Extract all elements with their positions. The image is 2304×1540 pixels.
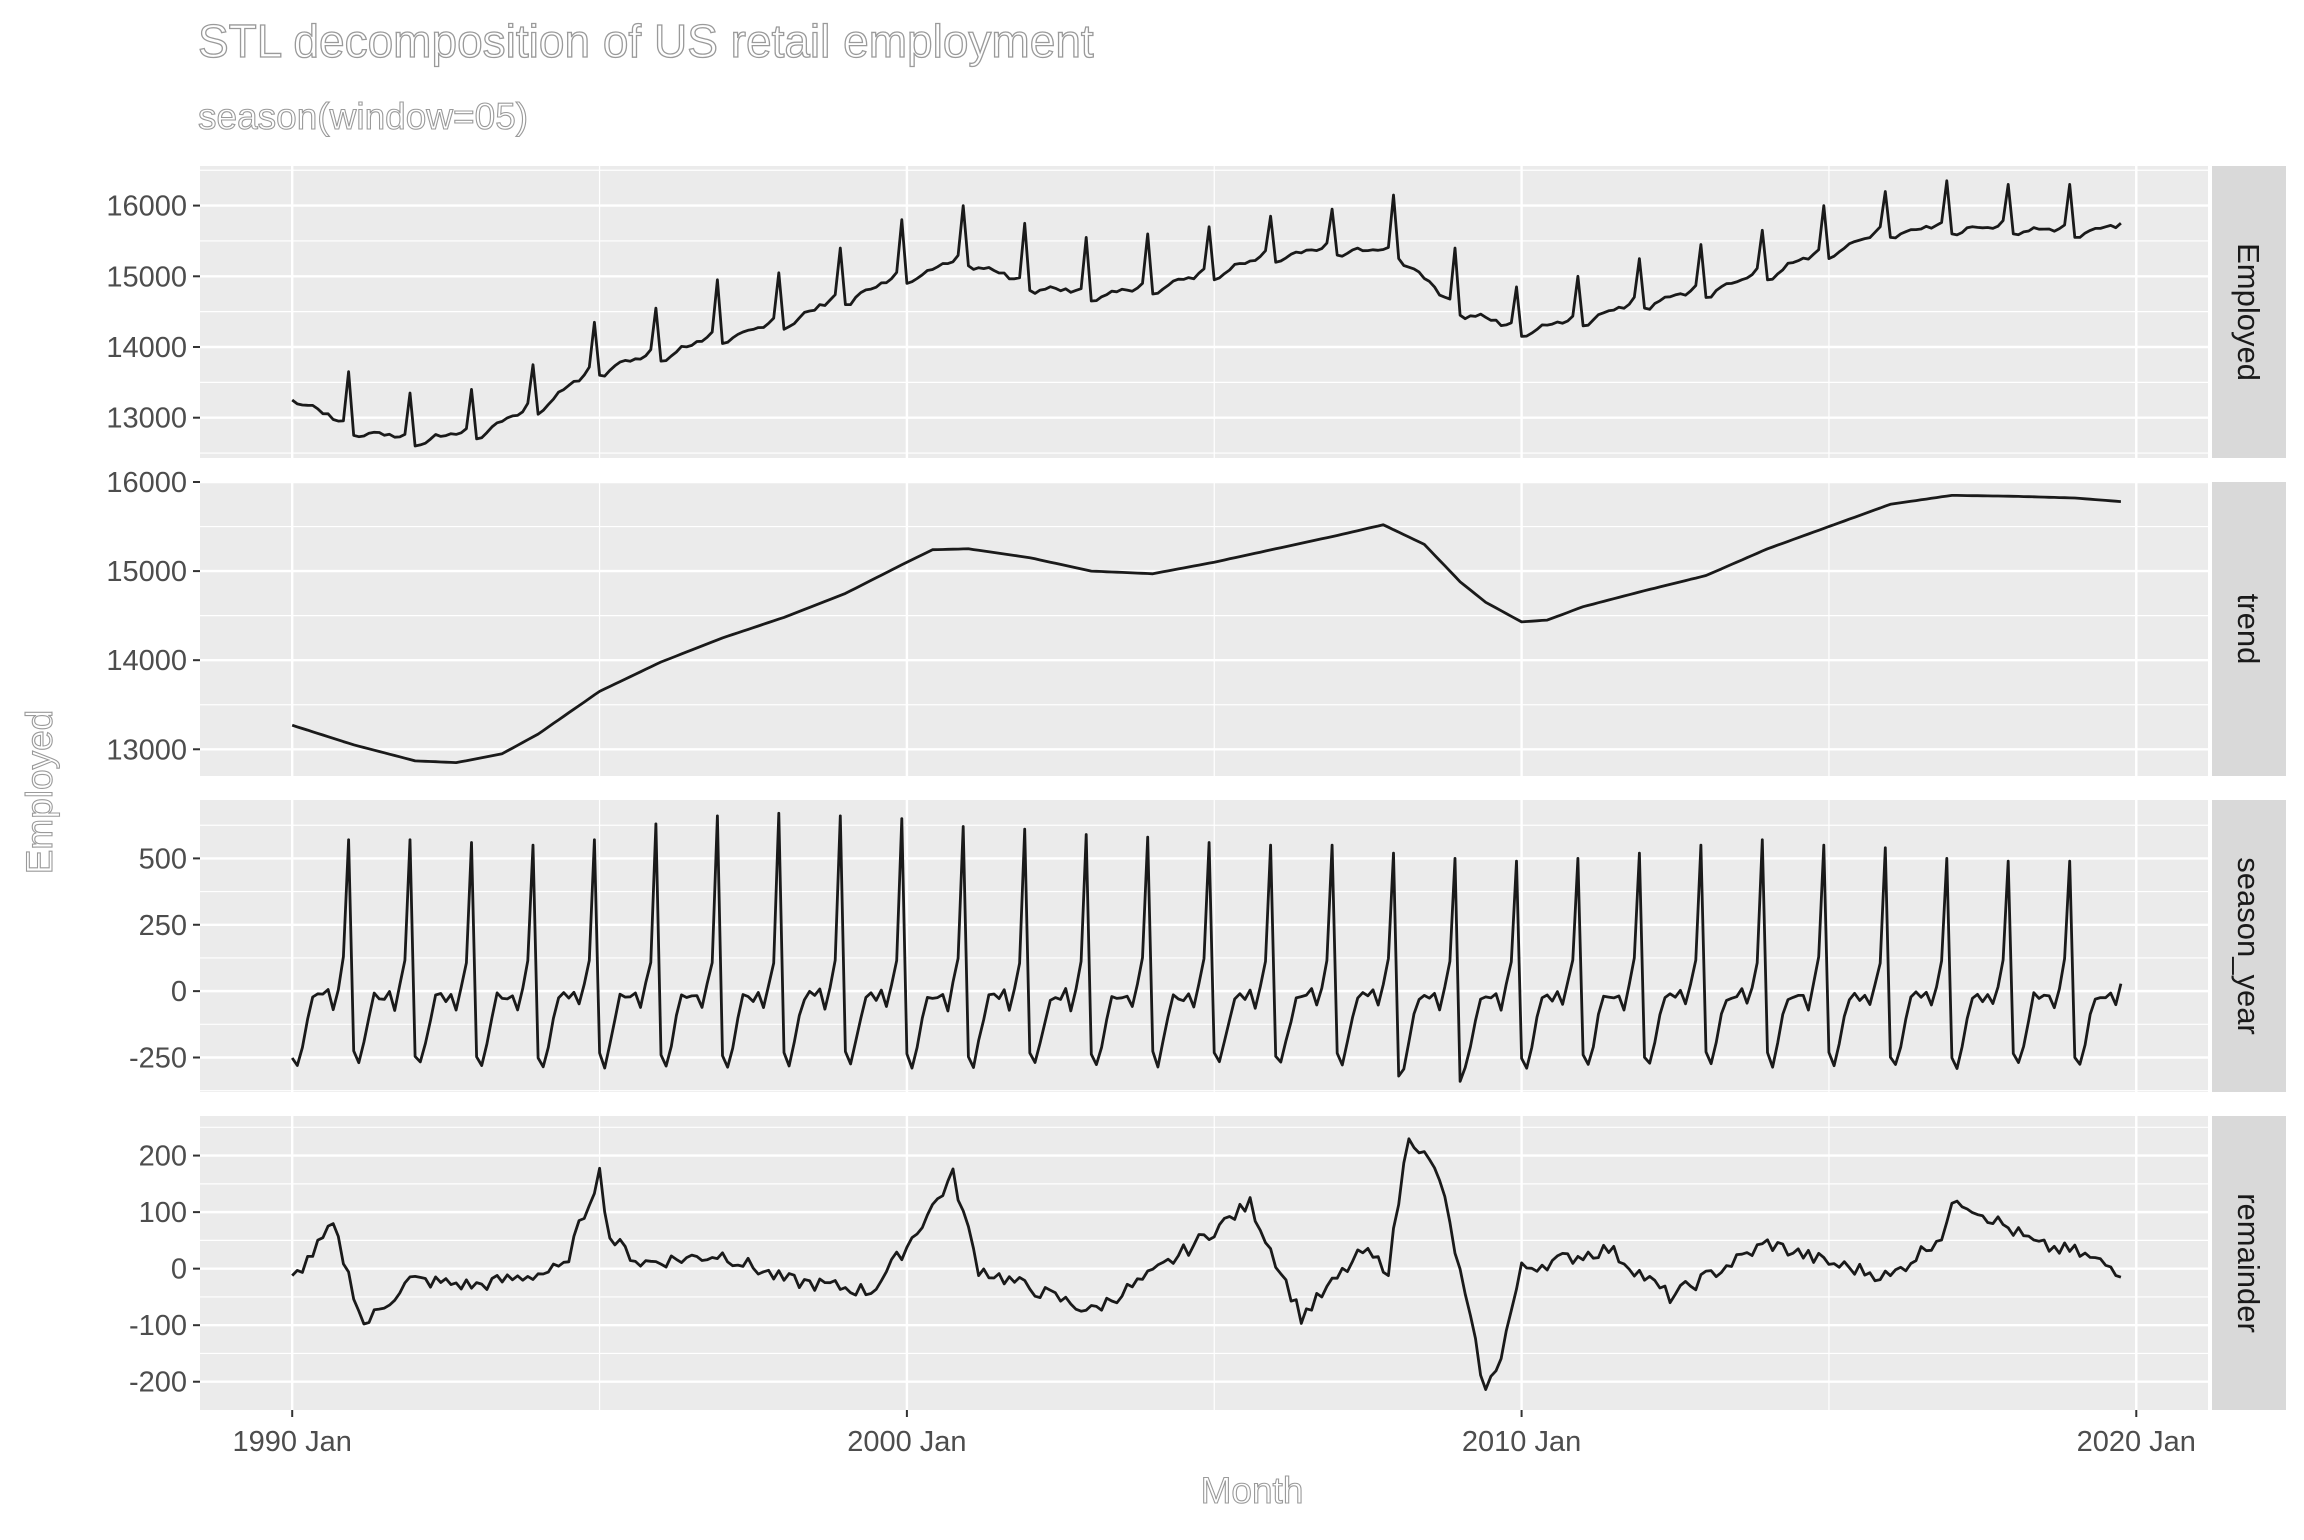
x-axis-label: Month: [1200, 1469, 1304, 1511]
series-line-remainder: [291, 1137, 2122, 1391]
y-tick-label-employed: 16000: [106, 191, 187, 223]
y-tick-label-employed: 15000: [106, 261, 187, 293]
y-tick-label-trend: 15000: [106, 556, 187, 588]
y-tick-label-remainder: -200: [129, 1367, 187, 1399]
panel-background-remainder: [200, 1116, 2208, 1410]
x-tick-label: 2000 Jan: [847, 1426, 966, 1458]
y-tick-label-remainder: 100: [139, 1197, 187, 1229]
chart-subtitle: season(window=05): [197, 95, 529, 137]
y-tick-label-trend: 16000: [106, 467, 187, 499]
x-tick-label: 2020 Jan: [2077, 1426, 2196, 1458]
y-tick-label-employed: 13000: [106, 403, 187, 435]
y-tick-label-remainder: 200: [139, 1141, 187, 1173]
facet-strip-label-trend: trend: [2231, 594, 2266, 665]
panel-background-trend: [200, 482, 2208, 776]
y-tick-label-trend: 13000: [106, 734, 187, 766]
facet-strip-employed: [2212, 166, 2286, 458]
series-line-trend: [291, 494, 2122, 764]
y-tick-label-season-year: -250: [129, 1042, 187, 1074]
facet-strip-label-remainder: remainder: [2231, 1193, 2266, 1333]
facet-strip-trend: [2212, 482, 2286, 776]
series-line-season-year: [291, 811, 2123, 1083]
facet-strip-label-season-year: season_year: [2231, 857, 2266, 1035]
series-line-employed: [291, 179, 2122, 448]
y-tick-label-season-year: 500: [139, 843, 187, 875]
y-tick-label-remainder: -100: [129, 1310, 187, 1342]
x-tick-label: 1990 Jan: [233, 1426, 352, 1458]
y-tick-label-employed: 14000: [106, 332, 187, 364]
y-tick-label-season-year: 250: [139, 910, 187, 942]
facet-strip-label-employed: Employed: [2231, 243, 2266, 381]
y-tick-label-remainder: 0: [171, 1254, 187, 1286]
x-tick-label: 2010 Jan: [1462, 1426, 1581, 1458]
y-tick-label-season-year: 0: [171, 976, 187, 1008]
facet-strip-season-year: [2212, 800, 2286, 1092]
y-tick-label-trend: 14000: [106, 645, 187, 677]
facet-strip-remainder: [2212, 1116, 2286, 1410]
chart-title: STL decomposition of US retail employmen…: [197, 14, 1094, 67]
